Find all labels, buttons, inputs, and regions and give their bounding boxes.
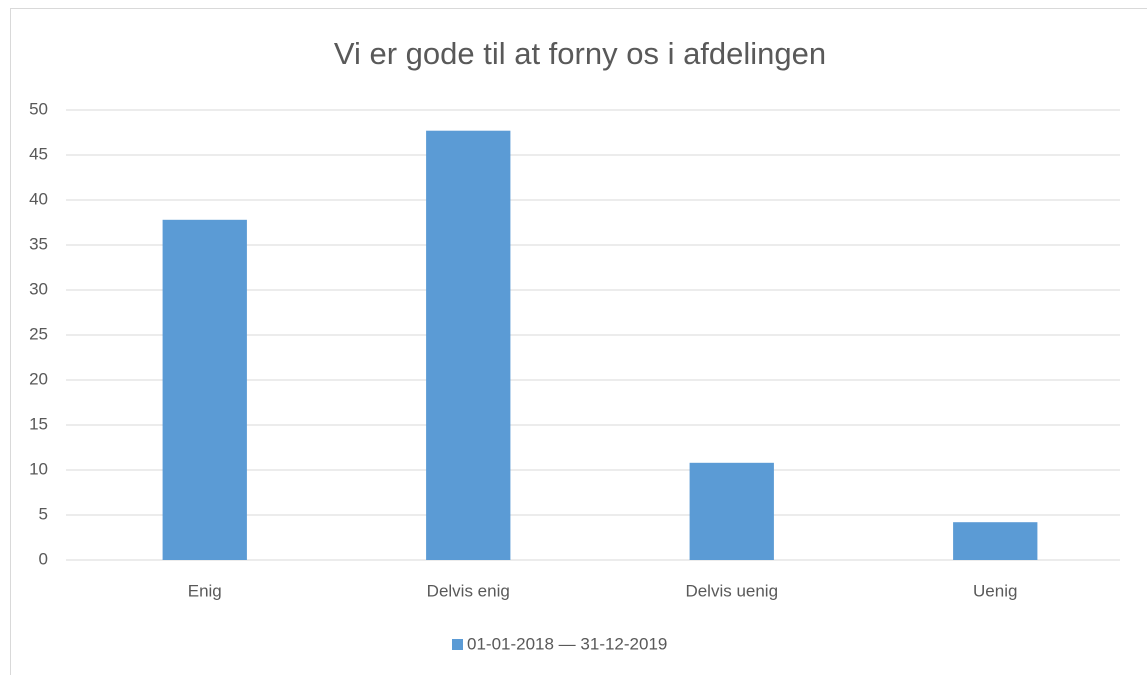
y-tick-label: 35 (29, 234, 48, 253)
bar (953, 522, 1038, 560)
legend-swatch (452, 639, 463, 650)
bar (426, 130, 511, 560)
x-tick-label: Delvis uenig (685, 581, 778, 600)
x-tick-label: Uenig (973, 581, 1017, 600)
x-tick-label: Enig (188, 581, 222, 600)
y-tick-label: 45 (29, 144, 48, 163)
y-tick-label: 15 (29, 414, 48, 433)
legend-label: 01-01-2018 — 31-12-2019 (467, 634, 667, 653)
y-tick-label: 25 (29, 324, 48, 343)
y-tick-label: 0 (39, 549, 48, 568)
y-tick-label: 5 (39, 504, 48, 523)
y-tick-label: 30 (29, 279, 48, 298)
bar (689, 462, 774, 560)
y-tick-label: 50 (29, 99, 48, 118)
chart-title: Vi er gode til at forny os i afdelingen (334, 36, 826, 71)
y-tick-label: 20 (29, 369, 48, 388)
bar (162, 219, 247, 561)
x-tick-label: Delvis enig (427, 581, 510, 600)
y-tick-label: 40 (29, 189, 48, 208)
y-tick-label: 10 (29, 459, 48, 478)
